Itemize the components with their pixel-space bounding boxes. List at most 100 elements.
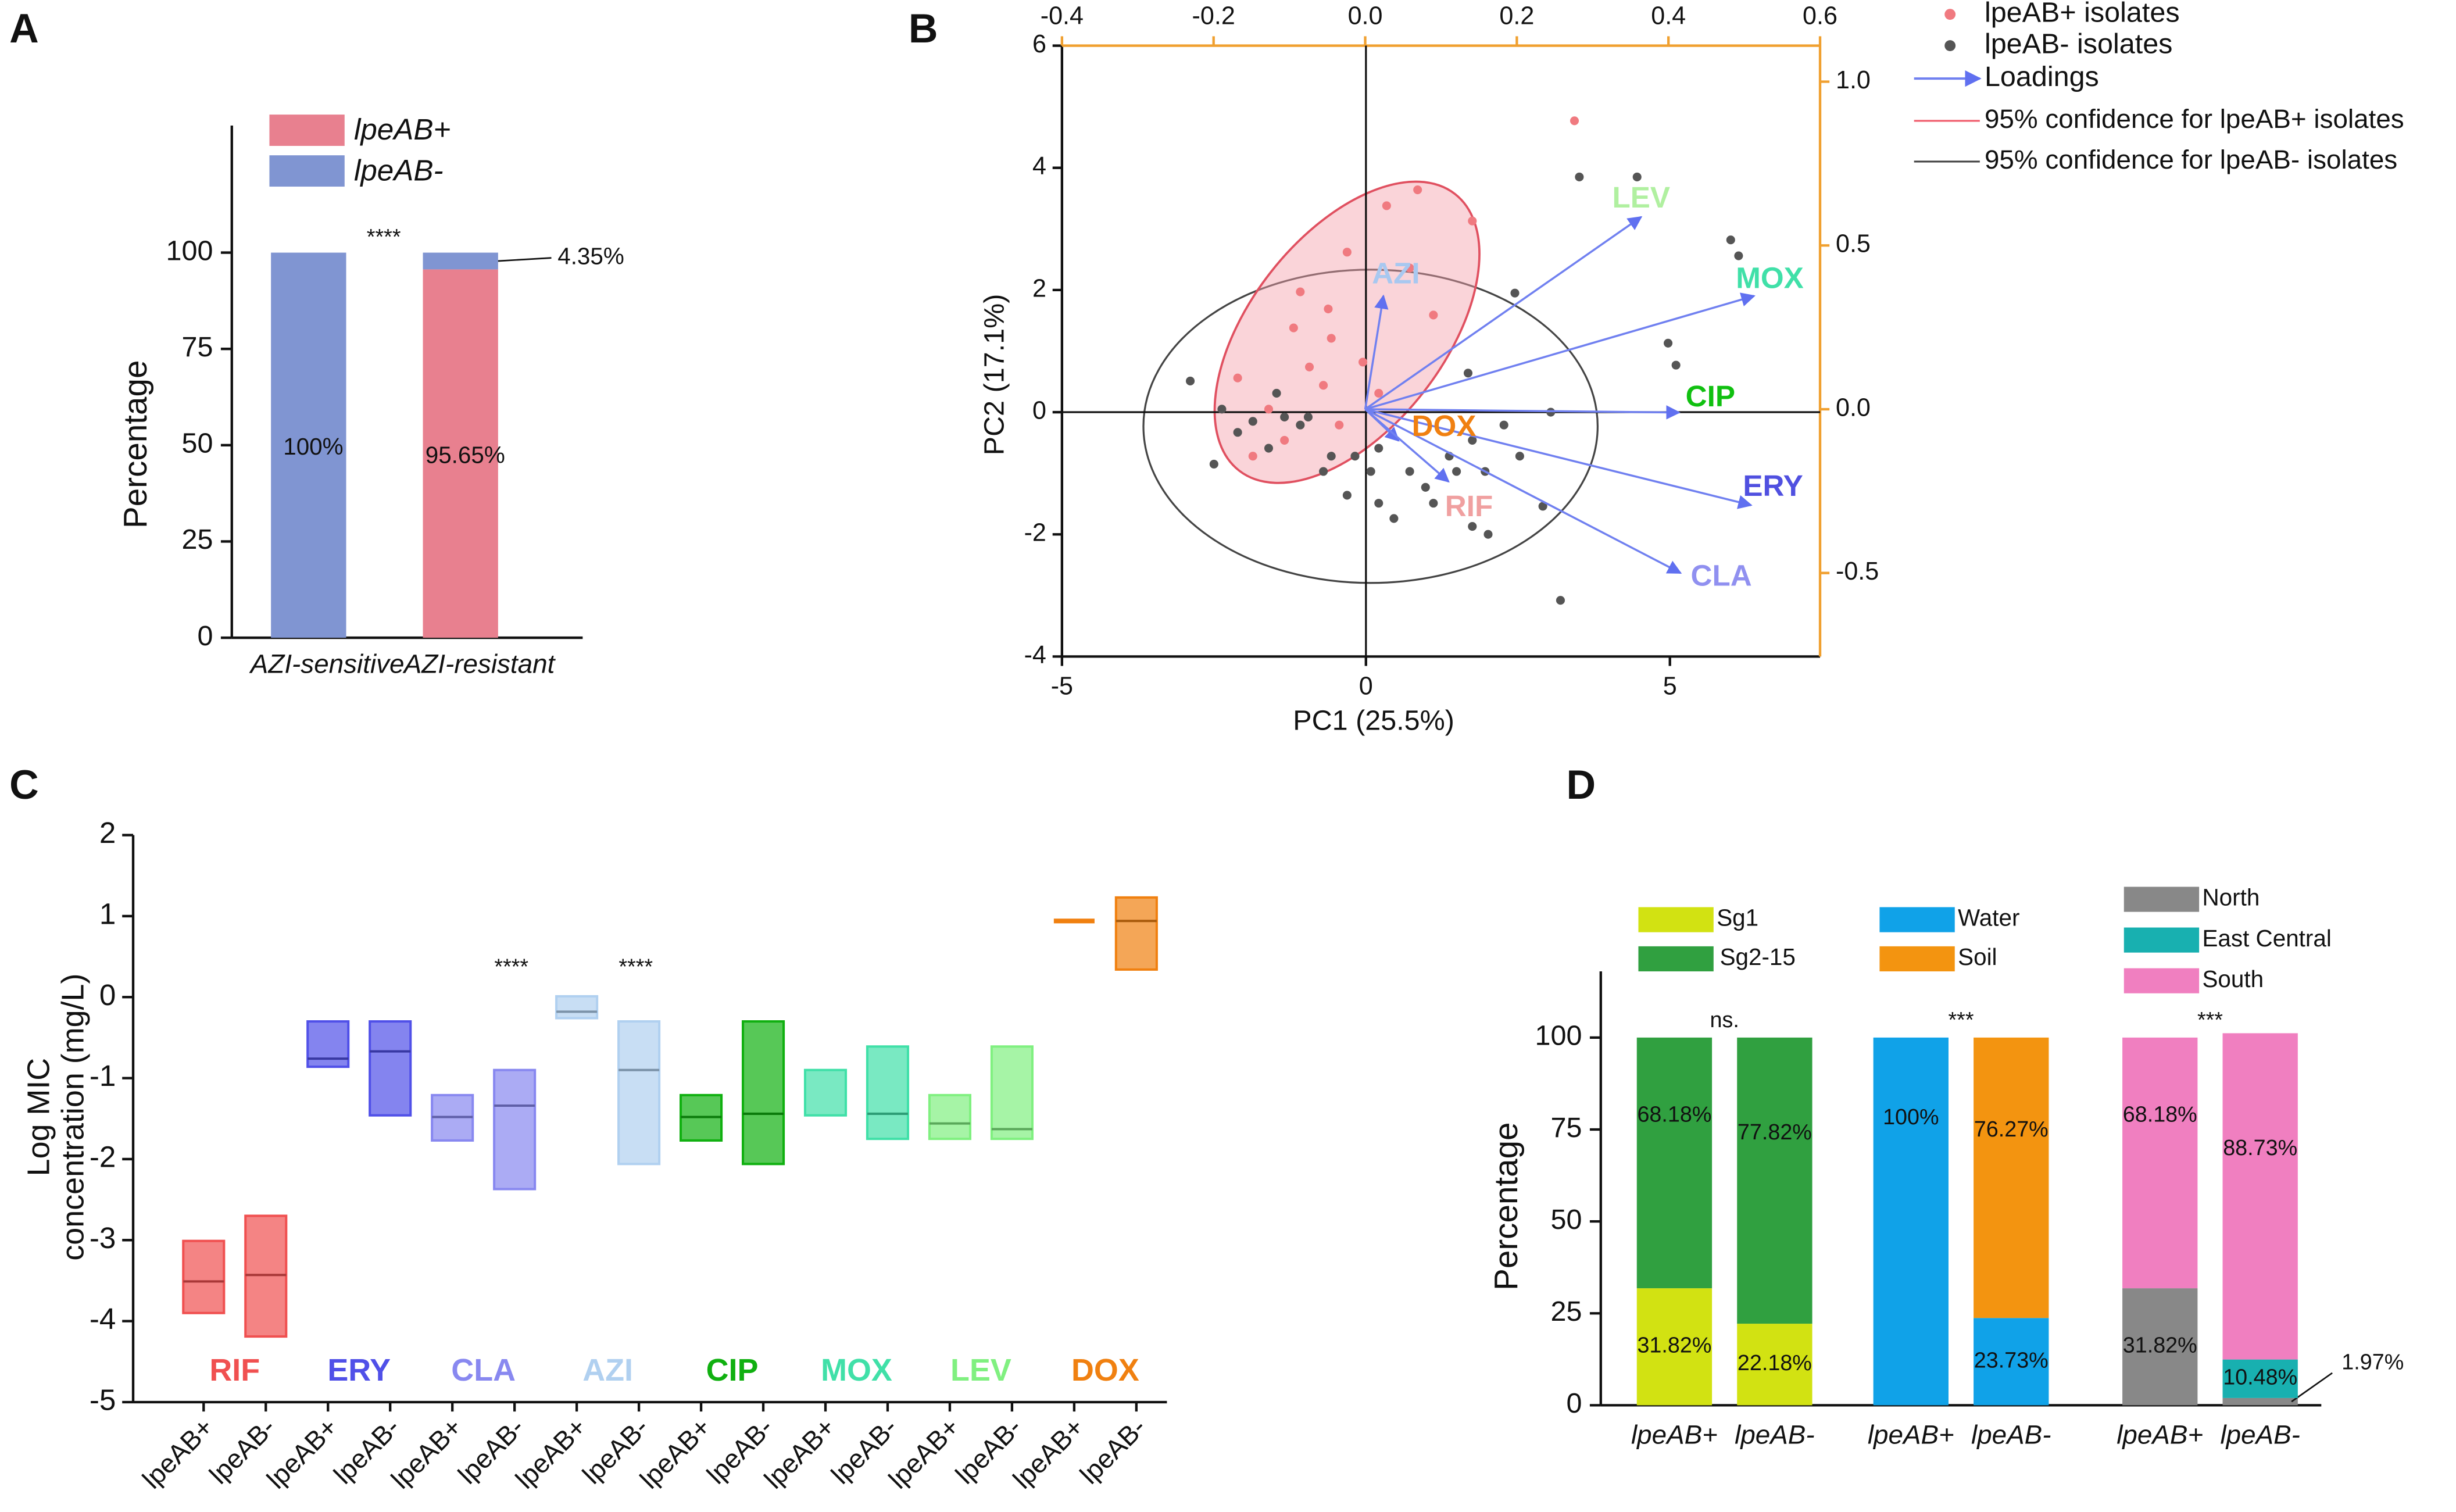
loading-arrow xyxy=(1365,408,1753,509)
legend-label: South xyxy=(2202,966,2264,992)
point xyxy=(1248,417,1257,426)
y-tick-label: 2 xyxy=(99,816,116,849)
point xyxy=(1324,304,1333,314)
point xyxy=(1575,172,1584,182)
annotation: **** xyxy=(619,955,653,979)
annotation: **** xyxy=(367,224,401,249)
legend-swatch xyxy=(2123,887,2200,912)
point xyxy=(1374,388,1383,398)
y-tick-label: 0 xyxy=(1566,1388,1582,1419)
range-box xyxy=(866,1045,910,1141)
loading-arrow xyxy=(1364,216,1643,410)
range-box xyxy=(741,1020,785,1166)
point xyxy=(1366,467,1375,476)
value-label: 23.73% xyxy=(1974,1347,2049,1372)
point xyxy=(1272,388,1281,398)
bar-segment xyxy=(2222,1397,2298,1406)
bar-segment xyxy=(1974,1037,2049,1318)
x-axis-label: PC1 (25.5%) xyxy=(1293,705,1454,736)
point xyxy=(1429,499,1438,508)
y-axis-label: Log MIC xyxy=(21,1058,56,1177)
loading-arrow xyxy=(1364,408,1450,483)
y-tick-label: -5 xyxy=(90,1384,116,1417)
x-tick-label: -5 xyxy=(1051,673,1073,700)
y-axis-label: Percentage xyxy=(117,360,153,528)
point xyxy=(1538,502,1547,511)
point xyxy=(1429,310,1438,320)
y-tick-label: -2 xyxy=(90,1140,116,1173)
y-tick-label: 0 xyxy=(1032,396,1046,424)
range-box xyxy=(555,995,599,1020)
point xyxy=(1280,412,1289,422)
loading-arrow xyxy=(1365,405,1681,420)
bar-segment xyxy=(423,252,498,270)
y-tick-label: 100 xyxy=(1535,1020,1582,1052)
legend-swatch xyxy=(269,155,345,187)
value-label: 4.35% xyxy=(557,242,624,269)
legend-label: 95% confidence for lpeAB- isolates xyxy=(1985,145,2397,174)
y-tick-label: 75 xyxy=(1551,1112,1582,1143)
point xyxy=(1342,248,1352,257)
legend-label: East Central xyxy=(2202,925,2331,952)
bar-segment xyxy=(2222,1033,2298,1360)
point xyxy=(1664,338,1673,348)
value-label: 31.82% xyxy=(2123,1333,2197,1357)
x-tick-label: 5 xyxy=(1663,673,1677,700)
group-label: RIF xyxy=(209,1353,260,1388)
bar-segment xyxy=(1636,1037,1713,1289)
legend-label: Loadings xyxy=(1985,61,2099,92)
range-box xyxy=(928,1093,972,1141)
x2-tick-label: -0.2 xyxy=(1192,2,1235,30)
legend-swatch xyxy=(1638,946,1714,971)
point xyxy=(1463,369,1473,378)
y-tick-label: -1 xyxy=(90,1059,116,1092)
x-tick-label: lpeAB- xyxy=(1074,1412,1152,1489)
range-box xyxy=(803,1068,848,1117)
x-tick-label: lpeAB+ xyxy=(883,1412,965,1494)
legend-label: Sg2-15 xyxy=(1720,943,1796,970)
group-label: LEV xyxy=(950,1353,1011,1388)
point xyxy=(1468,435,1477,445)
bar-segment xyxy=(2222,1359,2298,1398)
point xyxy=(1452,467,1461,476)
point xyxy=(1468,522,1477,531)
value-label: 76.27% xyxy=(1974,1117,2049,1141)
value-label: 68.18% xyxy=(2123,1102,2197,1127)
legend-swatch xyxy=(2123,968,2200,993)
y-tick-label: -3 xyxy=(90,1221,116,1254)
y2-tick-label: -0.5 xyxy=(1836,557,1879,585)
value-label: 31.82% xyxy=(1637,1333,1711,1357)
legend-swatch xyxy=(269,115,345,146)
loading-label: AZI xyxy=(1372,257,1420,290)
legend-marker xyxy=(1944,9,1956,20)
point xyxy=(1304,362,1314,371)
y-tick-label: 50 xyxy=(182,428,213,459)
legend-label: lpeAB- xyxy=(354,153,444,187)
y2-tick-label: 0.5 xyxy=(1836,230,1871,258)
legend-label: Sg1 xyxy=(1717,905,1758,931)
y-tick-label: 100 xyxy=(166,235,213,266)
point xyxy=(1296,420,1305,430)
legend-swatch xyxy=(2123,927,2200,953)
y-tick-label: 6 xyxy=(1032,30,1046,58)
x-tick-label: lpeAB+ xyxy=(385,1412,467,1494)
point xyxy=(1319,381,1328,390)
bar-segment xyxy=(1737,1324,1812,1406)
bar-segment xyxy=(271,252,346,638)
value-label: 100% xyxy=(283,433,343,460)
point xyxy=(1233,373,1242,383)
range-box xyxy=(369,1020,412,1117)
legend-swatch xyxy=(1879,907,1955,932)
point xyxy=(1421,482,1430,492)
point xyxy=(1570,116,1579,126)
range-box xyxy=(1114,896,1158,971)
loading-label: CIP xyxy=(1686,380,1735,413)
value-label: 68.18% xyxy=(1637,1102,1711,1127)
bar-segment xyxy=(2122,1037,2198,1289)
loading-label: MOX xyxy=(1736,262,1804,295)
x-tick-label: AZI-resistant xyxy=(402,649,556,679)
bar-segment xyxy=(423,269,498,638)
y2-tick-label: 1.0 xyxy=(1836,66,1871,94)
